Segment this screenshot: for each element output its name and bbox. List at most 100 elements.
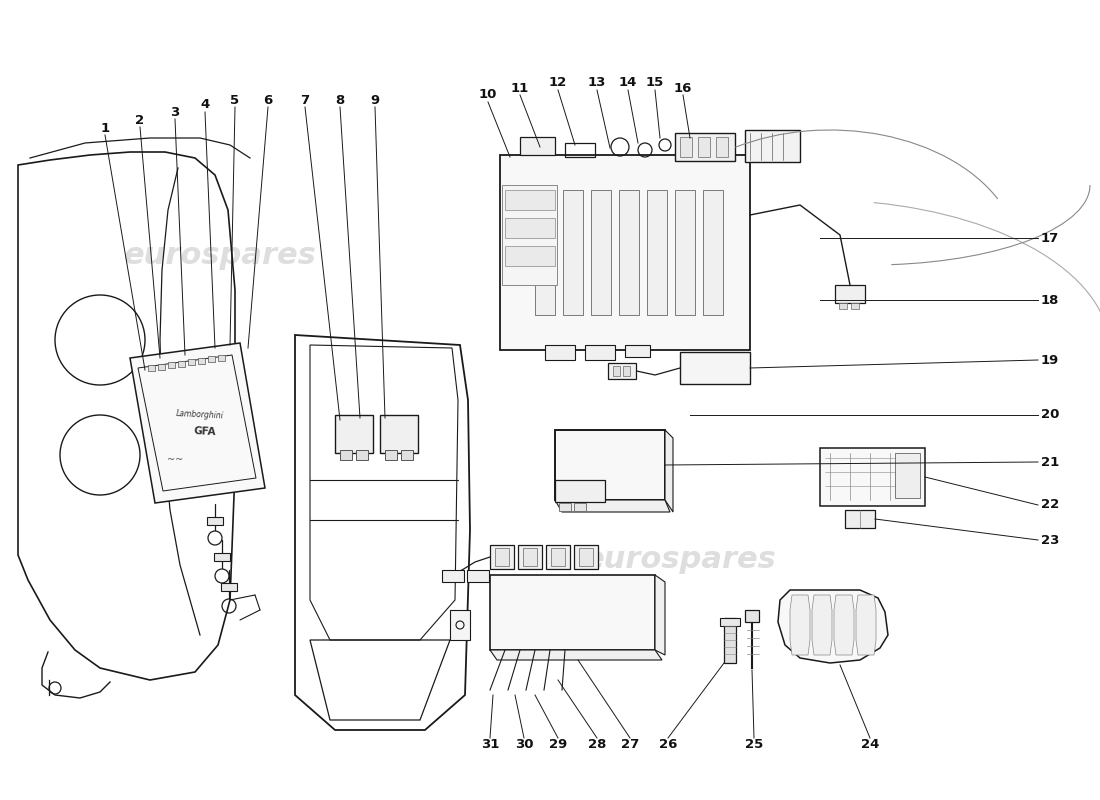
Bar [158, 363, 165, 370]
Bar [178, 361, 185, 366]
Bar [625, 345, 650, 357]
Bar [336, 415, 373, 453]
Bar [490, 575, 654, 650]
Text: 29: 29 [549, 738, 568, 751]
Text: 20: 20 [1041, 409, 1059, 422]
Bar [565, 143, 595, 157]
Bar [745, 130, 800, 162]
Bar [703, 190, 723, 315]
Bar [500, 155, 750, 350]
Text: 22: 22 [1041, 498, 1059, 511]
Bar [608, 363, 636, 379]
Bar [188, 359, 195, 365]
Polygon shape [856, 595, 876, 655]
Text: 1: 1 [100, 122, 110, 134]
Polygon shape [778, 590, 888, 663]
Polygon shape [490, 650, 662, 660]
Text: 9: 9 [371, 94, 380, 106]
Bar [647, 190, 667, 315]
Text: 27: 27 [620, 738, 639, 751]
Bar [502, 185, 557, 285]
Text: 18: 18 [1041, 294, 1059, 306]
Bar [585, 345, 615, 360]
Bar [835, 285, 865, 303]
Bar [839, 303, 847, 309]
Text: 17: 17 [1041, 231, 1059, 245]
Bar [591, 190, 611, 315]
Polygon shape [834, 595, 854, 655]
Bar [505, 218, 556, 238]
Bar [680, 137, 692, 157]
Bar [559, 503, 571, 511]
Bar [675, 133, 735, 161]
Bar [168, 362, 175, 368]
Polygon shape [812, 595, 832, 655]
Text: GFA: GFA [194, 426, 217, 438]
Bar [716, 137, 728, 157]
Bar [720, 618, 740, 626]
Bar [563, 190, 583, 315]
Text: 5: 5 [230, 94, 240, 106]
Bar [379, 415, 418, 453]
Bar [556, 430, 666, 500]
Bar [675, 190, 695, 315]
Bar [442, 570, 464, 582]
Bar [698, 137, 710, 157]
Bar [214, 553, 230, 561]
Bar [820, 448, 925, 506]
Text: 12: 12 [549, 77, 568, 90]
Bar [495, 548, 509, 566]
Text: 6: 6 [263, 94, 273, 106]
Bar [535, 190, 556, 315]
Bar [221, 583, 236, 591]
Bar [851, 303, 859, 309]
Bar [356, 450, 369, 460]
Bar [574, 545, 598, 569]
Text: 2: 2 [135, 114, 144, 126]
Bar [520, 137, 556, 155]
Bar [148, 365, 155, 371]
Text: 31: 31 [481, 738, 499, 751]
Text: eurospares: eurospares [123, 241, 317, 270]
Bar [680, 352, 750, 384]
Bar [340, 450, 352, 460]
Bar [579, 548, 593, 566]
Text: 11: 11 [510, 82, 529, 94]
Bar [450, 610, 470, 640]
Bar [546, 545, 570, 569]
Bar [198, 358, 205, 363]
Text: 13: 13 [587, 77, 606, 90]
Text: 25: 25 [745, 738, 763, 751]
Bar [895, 453, 920, 498]
Text: ~~: ~~ [167, 455, 183, 465]
Polygon shape [556, 500, 670, 512]
Text: 3: 3 [170, 106, 179, 118]
Bar [551, 548, 565, 566]
Text: 15: 15 [646, 77, 664, 90]
Bar [505, 190, 556, 210]
Polygon shape [130, 343, 265, 503]
Text: 28: 28 [587, 738, 606, 751]
Text: 8: 8 [336, 94, 344, 106]
Text: 10: 10 [478, 89, 497, 102]
Bar [556, 480, 605, 502]
Bar [402, 450, 412, 460]
Bar [619, 190, 639, 315]
Text: 16: 16 [674, 82, 692, 94]
Text: eurospares: eurospares [584, 546, 777, 574]
Bar [745, 610, 759, 622]
Bar [490, 545, 514, 569]
Text: 26: 26 [659, 738, 678, 751]
Text: 14: 14 [619, 77, 637, 90]
Text: 19: 19 [1041, 354, 1059, 366]
Text: 4: 4 [200, 98, 210, 111]
Text: 24: 24 [861, 738, 879, 751]
Bar [623, 366, 630, 376]
Bar [574, 503, 586, 511]
Bar [505, 246, 556, 266]
Text: 7: 7 [300, 94, 309, 106]
Bar [218, 354, 226, 361]
Bar [845, 510, 875, 528]
Text: 21: 21 [1041, 455, 1059, 469]
Bar [544, 345, 575, 360]
